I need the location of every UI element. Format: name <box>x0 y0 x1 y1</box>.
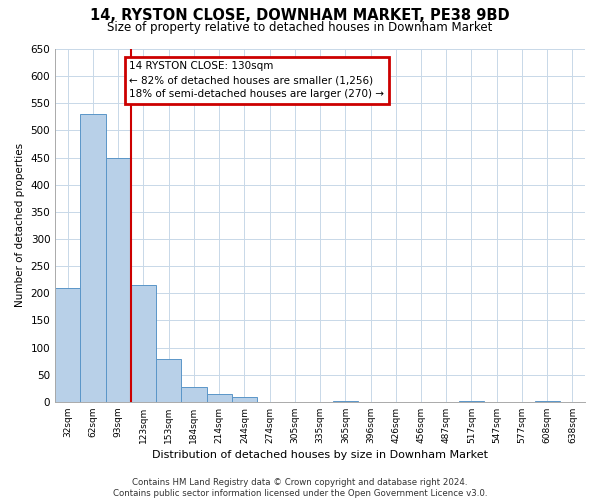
Bar <box>206 394 232 402</box>
X-axis label: Distribution of detached houses by size in Downham Market: Distribution of detached houses by size … <box>152 450 488 460</box>
Bar <box>156 360 181 402</box>
Bar <box>80 114 106 402</box>
Bar <box>131 285 156 402</box>
Bar <box>181 387 206 402</box>
Y-axis label: Number of detached properties: Number of detached properties <box>15 144 25 308</box>
Bar <box>55 288 80 402</box>
Text: 14, RYSTON CLOSE, DOWNHAM MARKET, PE38 9BD: 14, RYSTON CLOSE, DOWNHAM MARKET, PE38 9… <box>90 8 510 22</box>
Text: Size of property relative to detached houses in Downham Market: Size of property relative to detached ho… <box>107 21 493 34</box>
Text: 14 RYSTON CLOSE: 130sqm
← 82% of detached houses are smaller (1,256)
18% of semi: 14 RYSTON CLOSE: 130sqm ← 82% of detache… <box>130 62 385 100</box>
Bar <box>232 398 257 402</box>
Bar <box>106 158 131 402</box>
Text: Contains HM Land Registry data © Crown copyright and database right 2024.
Contai: Contains HM Land Registry data © Crown c… <box>113 478 487 498</box>
Bar <box>332 400 358 402</box>
